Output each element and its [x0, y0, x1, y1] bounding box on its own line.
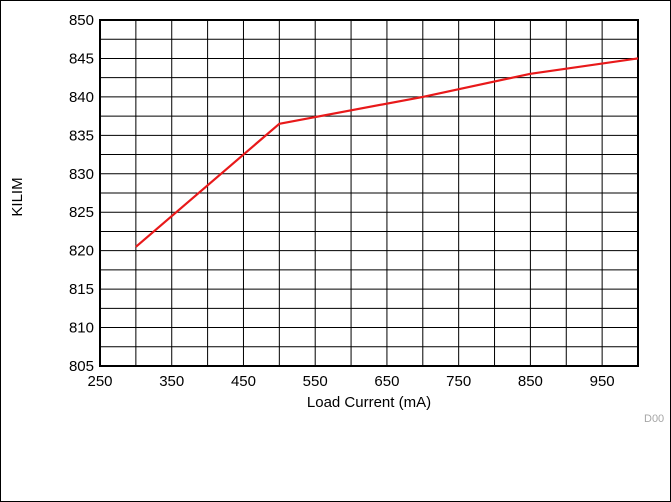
grid-lines — [100, 20, 638, 366]
y-tick-label: 805 — [69, 358, 94, 375]
series-group — [135, 57, 639, 248]
x-tick-label: 450 — [231, 373, 256, 390]
x-tick-label: 250 — [87, 373, 112, 390]
x-tick-labels: 250 350 450 550 650 750 850 950 — [87, 373, 614, 390]
y-tick-label: 840 — [69, 89, 94, 106]
x-tick-label: 850 — [518, 373, 543, 390]
x-tick-label: 550 — [303, 373, 328, 390]
y-tick-label: 810 — [69, 320, 94, 337]
x-axis-label: Load Current (mA) — [307, 394, 431, 411]
x-tick-label: 950 — [590, 373, 615, 390]
figure-code-label: D00 — [644, 413, 664, 425]
y-tick-label: 845 — [69, 50, 94, 67]
x-tick-label: 350 — [159, 373, 184, 390]
plot-area-border — [99, 19, 639, 367]
x-tick-label: 650 — [374, 373, 399, 390]
y-tick-label: 815 — [69, 281, 94, 298]
x-tick-label: 750 — [446, 373, 471, 390]
y-tick-label: 825 — [69, 204, 94, 221]
y-tick-label: 830 — [69, 166, 94, 183]
series-line-1 — [135, 57, 639, 248]
y-tick-label: 835 — [69, 127, 94, 144]
y-tick-labels: 805 810 815 820 825 830 835 840 845 850 — [69, 12, 94, 375]
y-tick-label: 820 — [69, 243, 94, 260]
y-axis-label: KILIM — [9, 177, 26, 216]
y-tick-label: 850 — [69, 12, 94, 29]
